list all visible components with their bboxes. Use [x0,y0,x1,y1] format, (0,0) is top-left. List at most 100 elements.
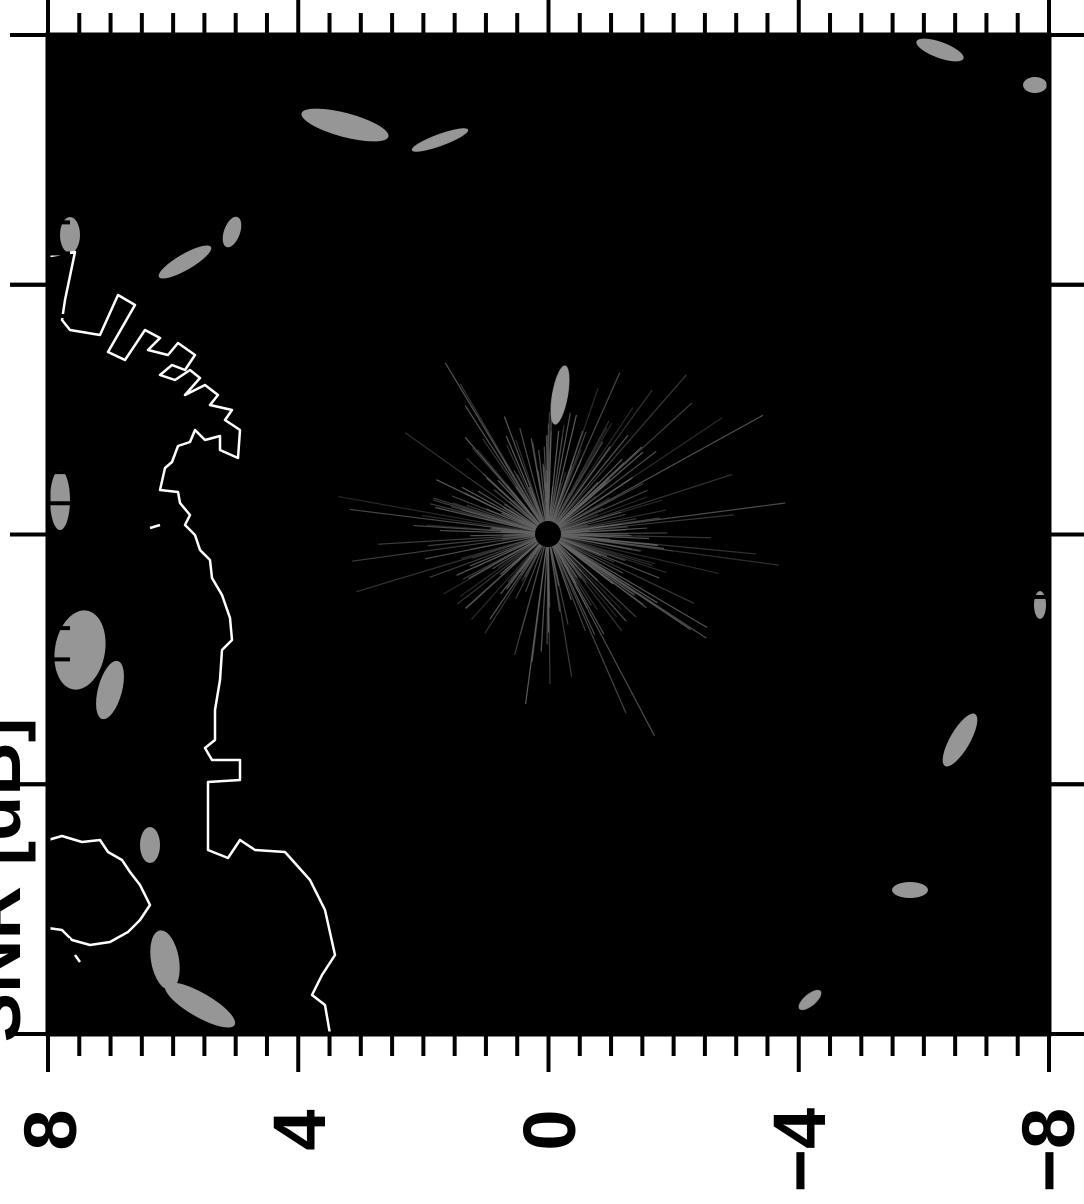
radial-streak [559,535,632,550]
radial-streak [549,412,571,523]
radial-streak [547,431,552,523]
radial-streak [513,545,546,656]
radial-streak [547,545,550,633]
radial-streak [549,545,561,612]
radial-streak [505,435,544,524]
radial-streak [556,451,644,527]
radial-streak [555,542,618,618]
radial-streak [555,374,687,526]
radial-streak [549,425,565,523]
radial-streak [551,431,587,523]
radial-streak [554,407,634,525]
radial-streak [556,541,598,581]
radial-streak [426,524,537,534]
radial-streak [497,479,541,526]
radial-streak [466,504,537,531]
radial-streak [456,538,538,576]
radial-streak [555,542,627,622]
radial-streak [559,530,590,534]
radial-streak [530,438,547,523]
radial-streak [554,445,611,525]
radial-streak [515,439,545,523]
radial-streak [513,470,543,524]
radial-streak [559,521,587,531]
radial-streak [555,542,623,611]
radial-streak [543,466,548,523]
radial-streak [559,529,627,534]
radial-streak [486,477,540,527]
radial-streak [529,486,545,524]
radial-streak [456,540,539,605]
radial-streak [553,420,610,524]
radial-streak [549,435,564,523]
radial-streak [557,540,635,596]
radial-streak [551,545,572,601]
radial-streak [558,537,660,579]
radial-streak [537,470,547,523]
radial-streak [473,538,538,569]
radial-streak [500,543,542,595]
radial-streak [549,545,573,677]
radial-streak [427,534,537,547]
radial-streak [430,503,537,532]
radial-streak [559,523,621,534]
radial-streak [459,540,539,598]
radial-streak [559,533,650,540]
radial-streak [557,539,658,604]
radial-streak [558,489,648,530]
radial-streak [556,446,643,527]
radial-streak [552,544,627,714]
radial-streak [520,545,546,634]
radial-streak [552,492,570,524]
radial-streak [558,537,601,556]
radial-streak [552,459,582,524]
radial-streak [551,449,582,524]
radial-streak [490,528,537,534]
radial-streak [559,534,665,550]
radial-streak [557,508,588,528]
radial-streak [554,543,582,577]
radial-streak [546,435,549,523]
radial-streak [559,496,648,531]
radial-streak [557,417,723,528]
radial-streak [464,437,541,526]
radial-streak [551,466,573,523]
coastline-island-a [47,834,152,947]
coastline-main [49,250,337,1035]
radial-streak [433,497,537,531]
radial-streak [554,543,582,579]
radial-streak [549,545,560,587]
radial-streak [559,535,642,552]
radial-streak [559,534,658,546]
radial-streaks [338,362,786,736]
radial-streak [508,509,539,529]
radial-streak [542,463,548,523]
radial-streak [559,537,626,562]
radial-streak [551,544,586,632]
radial-streak [349,508,537,534]
radial-streak [558,414,764,529]
radial-streak [558,507,604,530]
radial-streak [559,537,667,574]
radial-streak [351,535,537,562]
radial-streak [554,543,578,579]
radial-streak [464,405,543,525]
radial-streak [553,544,605,635]
coastline-island-b [149,523,161,530]
radial-streak [558,539,624,574]
radial-streak [452,495,538,531]
radial-streak [538,450,548,523]
radial-streak [550,471,567,523]
radial-streak [491,527,537,534]
radial-streak [531,545,548,662]
radial-streak [554,543,577,577]
radial-streak [552,544,596,635]
axis-ticks [10,0,1084,1072]
radial-streak [555,434,629,526]
y-axis-title-clipped: SNR [dB] [0,718,36,1043]
radial-streak [558,538,695,604]
radial-streak [559,524,588,533]
x-tick-label-8: 8 [9,1109,92,1150]
radial-streak [464,541,540,609]
